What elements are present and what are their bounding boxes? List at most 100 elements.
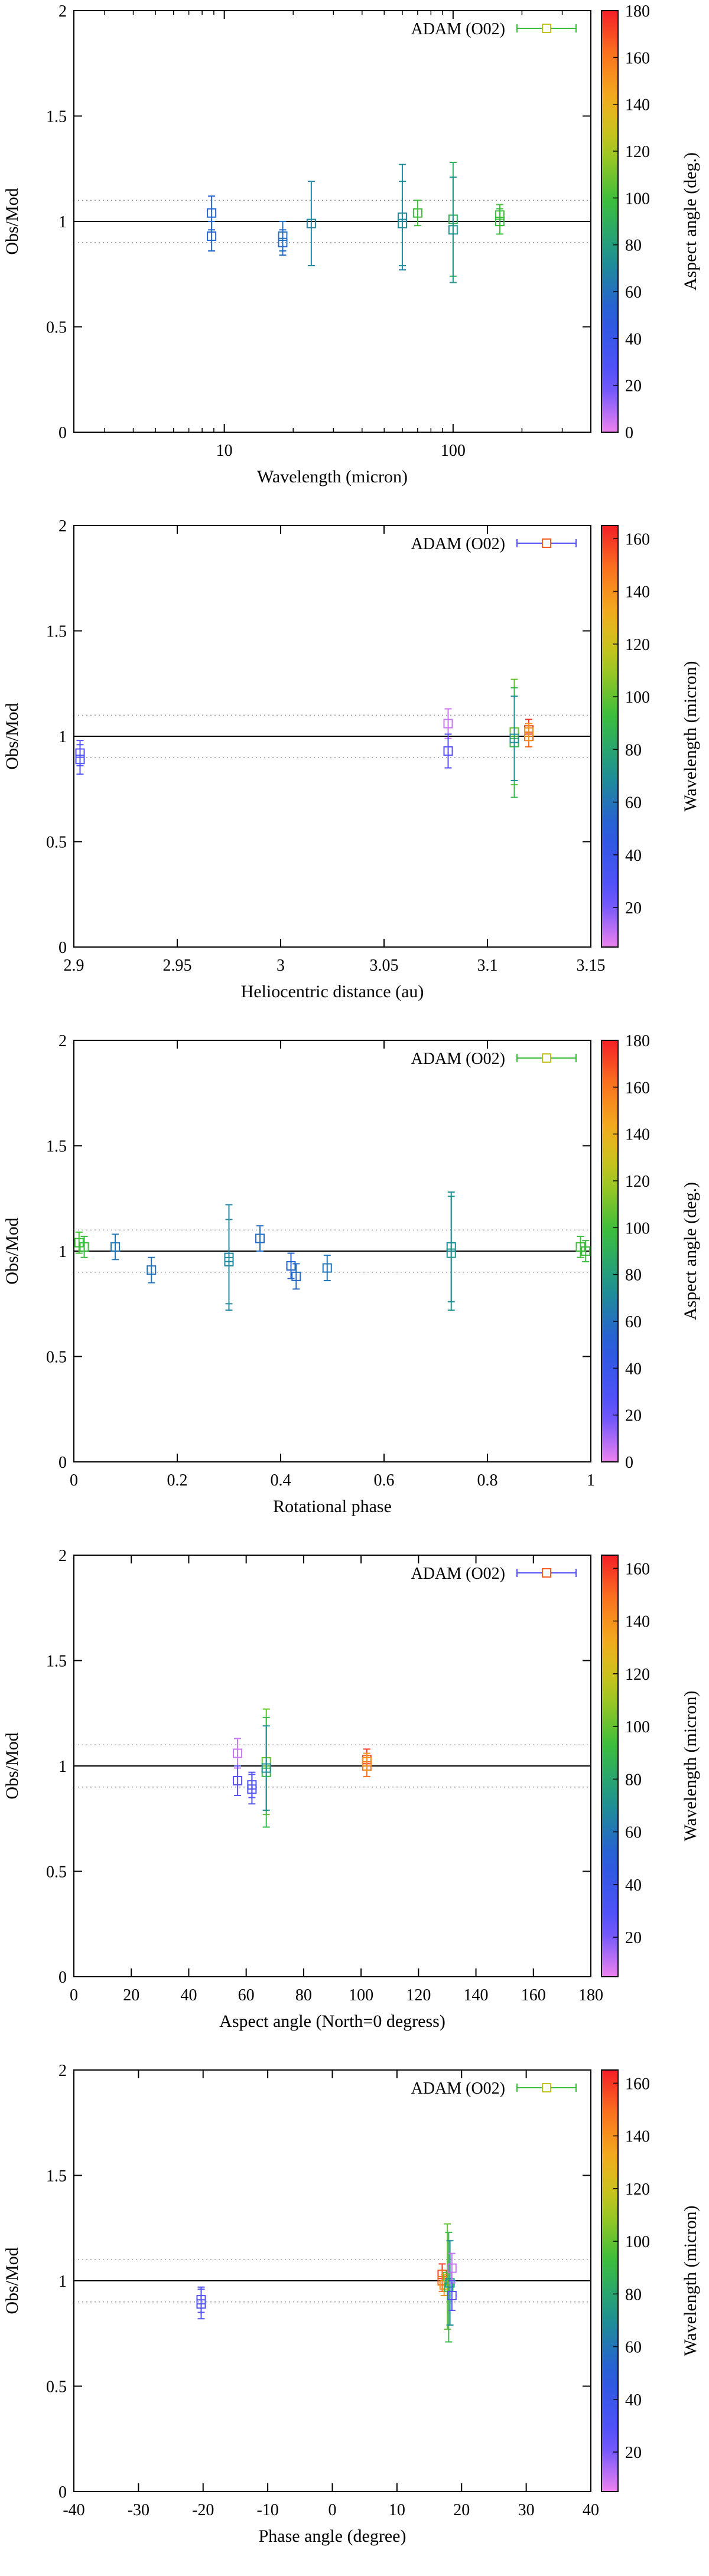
x-tick-label: 40 bbox=[180, 1986, 197, 2004]
y-tick-label: 2 bbox=[58, 2062, 67, 2080]
colorbar-tick-label: 160 bbox=[625, 49, 650, 67]
colorbar-tick-label: 160 bbox=[625, 530, 650, 548]
data-marker bbox=[447, 2290, 457, 2300]
data-point bbox=[495, 208, 505, 235]
x-tick-label: -30 bbox=[128, 2501, 149, 2519]
colorbar-tick-label: 160 bbox=[625, 1079, 650, 1097]
x-axis-label: Wavelength (micron) bbox=[257, 467, 408, 487]
data-point bbox=[412, 200, 422, 227]
x-tick-label: 3.05 bbox=[370, 956, 399, 975]
colorbar-tick-label: 140 bbox=[625, 96, 650, 115]
colorbar-tick-label: 60 bbox=[625, 794, 642, 812]
y-tick-label: 1.5 bbox=[46, 623, 67, 641]
data-point bbox=[446, 1196, 456, 1311]
x-tick-label: 100 bbox=[349, 1986, 373, 2004]
colorbar-tick-label: 160 bbox=[625, 1560, 650, 1578]
legend-marker bbox=[542, 24, 551, 33]
colorbar bbox=[601, 525, 619, 948]
colorbar-tick-label: 80 bbox=[625, 1771, 642, 1789]
x-tick-label: 0.6 bbox=[374, 1471, 395, 1490]
colorbar-tick-label: 180 bbox=[625, 2, 650, 21]
colorbar-tick-label: 40 bbox=[625, 2391, 642, 2410]
data-marker bbox=[397, 218, 407, 228]
y-tick-label: 1 bbox=[58, 2273, 67, 2291]
x-tick-label: 1 bbox=[587, 1471, 595, 1490]
y-tick-label: 2 bbox=[58, 517, 67, 536]
colorbar-tick-label: 120 bbox=[625, 1666, 650, 1684]
y-tick-label: 2 bbox=[58, 1032, 67, 1050]
colorbar-tick-label: 80 bbox=[625, 2286, 642, 2304]
y-axis-label: Obs/Mod bbox=[2, 1732, 22, 1799]
y-tick-label: 1 bbox=[58, 213, 67, 231]
data-point bbox=[362, 1752, 372, 1771]
colorbar-tick-label: 80 bbox=[625, 237, 642, 255]
y-tick-label: 0.5 bbox=[46, 2378, 67, 2397]
colorbar-tick-label: 100 bbox=[625, 2233, 650, 2251]
y-tick-label: 1 bbox=[58, 1243, 67, 1261]
data-marker bbox=[322, 1263, 332, 1273]
x-tick-label: 3 bbox=[277, 956, 285, 975]
x-tick-label: 10 bbox=[216, 442, 233, 460]
data-marker bbox=[207, 231, 217, 241]
chart-panel-1: 0 0.5 1 1.5 2 10 100 Wavelength (micron) Obs/Mod… bbox=[2, 2, 700, 487]
colorbar-tick-label: 180 bbox=[625, 1032, 650, 1050]
legend-marker bbox=[542, 538, 551, 548]
colorbar-tick-label: 80 bbox=[625, 741, 642, 759]
y-tick-label: 1.5 bbox=[46, 108, 67, 126]
y-tick-label: 2 bbox=[58, 1547, 67, 1565]
data-marker bbox=[443, 719, 453, 729]
x-tick-label: 120 bbox=[406, 1986, 431, 2004]
colorbar-label: Wavelength (micron) bbox=[681, 1691, 700, 1842]
x-tick-label: -10 bbox=[256, 2501, 278, 2519]
y-tick-label: 1 bbox=[58, 728, 67, 746]
data-marker bbox=[306, 218, 316, 228]
data-point bbox=[207, 221, 217, 252]
x-axis-label: Phase angle (degree) bbox=[259, 2526, 406, 2546]
colorbar-tick-label: 60 bbox=[625, 2339, 642, 2357]
colorbar-tick-label: 40 bbox=[625, 330, 642, 348]
data-point bbox=[278, 229, 288, 256]
x-tick-label: 2.9 bbox=[64, 956, 84, 975]
data-marker bbox=[448, 225, 458, 235]
y-tick-label: 0.5 bbox=[46, 1349, 67, 1367]
legend-marker bbox=[542, 1053, 551, 1063]
data-marker bbox=[412, 208, 422, 218]
data-marker bbox=[443, 746, 453, 756]
colorbar-tick-label: 100 bbox=[625, 190, 650, 208]
colorbar bbox=[601, 10, 619, 433]
x-tick-label: -40 bbox=[63, 2501, 84, 2519]
y-tick-label: 1 bbox=[58, 1758, 67, 1776]
x-tick-label: 80 bbox=[295, 1986, 312, 2004]
legend-label: ADAM (O02) bbox=[411, 1565, 505, 1583]
colorbar-tick-label: 120 bbox=[625, 1173, 650, 1191]
y-tick-label: 2 bbox=[58, 2, 67, 21]
data-marker bbox=[110, 1242, 120, 1252]
x-axis-label: Rotational phase bbox=[273, 1497, 392, 1516]
x-tick-label: 180 bbox=[578, 1986, 603, 2004]
y-tick-label: 1.5 bbox=[46, 1138, 67, 1156]
colorbar-tick-label: 20 bbox=[625, 377, 642, 396]
chart-panel-5: 0 0.5 1 1.5 2 -40 -30 -20 -10 0 10 20 30 40 Phase angl… bbox=[2, 2062, 700, 2546]
x-tick-label: 0 bbox=[329, 2501, 337, 2519]
data-point bbox=[224, 1219, 234, 1305]
colorbar-tick-label: 40 bbox=[625, 847, 642, 865]
colorbar-tick-label: 100 bbox=[625, 1718, 650, 1736]
legend-marker bbox=[542, 2083, 551, 2092]
data-marker bbox=[495, 217, 505, 226]
colorbar-tick-label: 20 bbox=[625, 2444, 642, 2462]
x-tick-label: 100 bbox=[441, 442, 466, 460]
colorbar-tick-label: 140 bbox=[625, 2128, 650, 2146]
chart-panel-2: 0 0.5 1 1.5 2 2.9 2.95 3 3.05 3.1 3.15 Heliocentric… bbox=[2, 517, 700, 1001]
y-tick-label: 0.5 bbox=[46, 1863, 67, 1882]
y-tick-label: 0 bbox=[58, 1968, 67, 1987]
colorbar-tick-label: 60 bbox=[625, 1313, 642, 1331]
data-point bbox=[581, 1240, 591, 1262]
colorbar bbox=[601, 2069, 619, 2492]
x-tick-label: 60 bbox=[238, 1986, 255, 2004]
colorbar-label: Wavelength (micron) bbox=[681, 2206, 700, 2356]
x-tick-label: 0.4 bbox=[271, 1471, 291, 1490]
data-point bbox=[79, 1236, 89, 1258]
data-marker bbox=[278, 237, 288, 247]
y-axis-label: Obs/Mod bbox=[2, 1217, 22, 1284]
x-tick-label: 3.15 bbox=[577, 956, 606, 975]
